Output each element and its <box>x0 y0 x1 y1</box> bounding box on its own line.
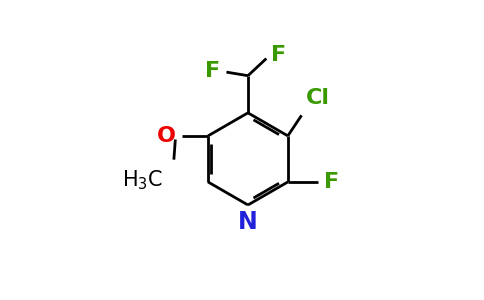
Text: N: N <box>238 210 258 234</box>
Text: F: F <box>323 172 339 192</box>
Text: F: F <box>271 45 286 65</box>
Text: O: O <box>157 126 176 146</box>
Text: H$_3$C: H$_3$C <box>122 169 164 192</box>
Text: F: F <box>205 61 220 81</box>
Text: Cl: Cl <box>306 88 330 108</box>
